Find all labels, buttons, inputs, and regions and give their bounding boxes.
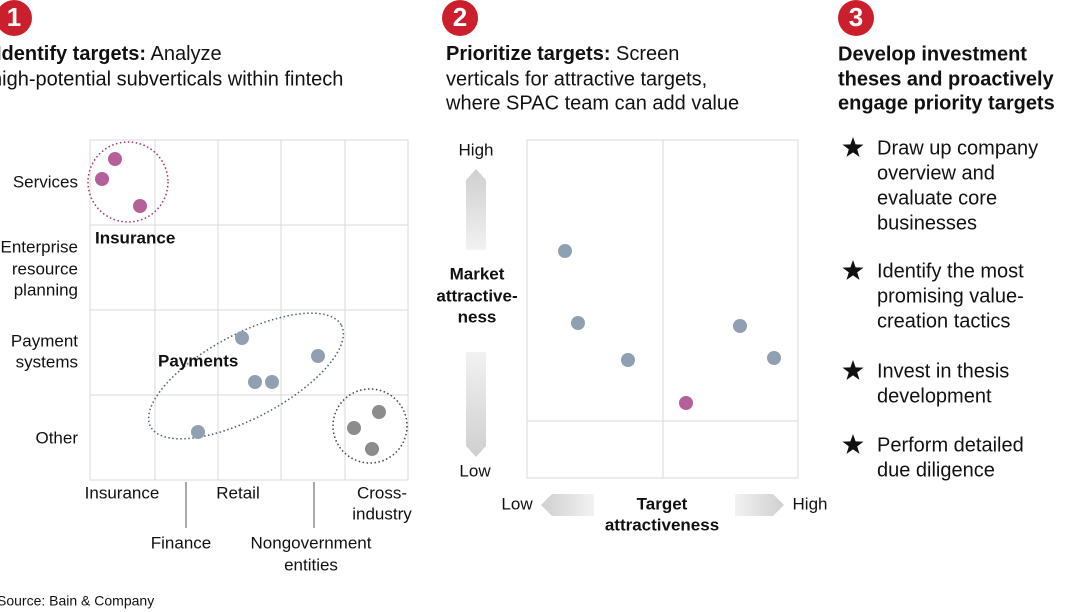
step-description: high-potential subverticals within finte…	[0, 68, 343, 90]
grid-lines	[90, 140, 408, 480]
row-label: Payment	[11, 331, 78, 350]
axis-arrow	[466, 169, 486, 250]
step-badge	[838, 0, 874, 36]
company-dots	[347, 405, 386, 456]
axis-end-label: High	[459, 140, 494, 159]
axis-arrow	[735, 494, 784, 516]
step-description: verticals for attractive targets,	[446, 68, 707, 90]
bullet-text: promising value-	[877, 285, 1024, 307]
column-label: Retail	[216, 483, 259, 502]
step-title: Identify targets:	[0, 43, 146, 65]
bullet-text: creation tactics	[877, 310, 1010, 332]
bullet-text: Identify the most	[877, 260, 1024, 282]
axis-label: Market	[450, 264, 505, 283]
cluster-label: Payments	[158, 351, 238, 370]
column-label: Cross-	[357, 483, 407, 502]
column-label: entities	[284, 555, 338, 574]
axis-label: Target	[637, 494, 688, 513]
axis-end-label: High	[793, 494, 828, 513]
bullet-text: evaluate core	[877, 187, 997, 209]
bullet-text: Perform detailed	[877, 434, 1024, 456]
target-dots	[558, 244, 781, 367]
row-label: Other	[35, 428, 78, 447]
company-dots	[95, 152, 147, 213]
step-title: engage priority targets	[838, 92, 1055, 114]
axis-end-label: Low	[459, 461, 491, 480]
bullet-text: due diligence	[877, 459, 995, 481]
step-title: theses and proactively	[838, 68, 1055, 90]
row-label: planning	[14, 280, 78, 299]
step-number: 3	[849, 2, 863, 32]
bullet-text: overview and	[877, 162, 995, 184]
axis-end-label: Low	[501, 494, 533, 513]
step-badge	[442, 0, 478, 36]
column-label: Nongovernment	[251, 533, 372, 552]
axis-arrow	[466, 352, 486, 457]
step-title: Prioritize targets:	[446, 43, 610, 65]
step-description: Screen	[616, 43, 679, 65]
cluster-outline	[87, 141, 169, 223]
step-title: Develop investment	[838, 43, 1027, 65]
bullet-star	[842, 137, 864, 157]
bullet-star	[842, 434, 864, 454]
cluster-outline	[332, 388, 408, 464]
company-dots	[191, 331, 325, 439]
column-label: Insurance	[85, 483, 160, 502]
bullet-text: development	[877, 385, 992, 407]
bullet-text: businesses	[877, 212, 977, 234]
cluster-outline	[147, 312, 345, 440]
step-heading: Prioritize targets: Screen	[446, 43, 679, 65]
row-label: resource	[12, 259, 78, 278]
row-label: Enterprise	[1, 237, 78, 256]
column-label: industry	[352, 504, 412, 523]
bullet-text: Invest in thesis	[877, 360, 1009, 382]
target-dot	[679, 396, 693, 410]
bullet-star	[842, 260, 864, 280]
step-number: 1	[7, 2, 21, 32]
axis-arrow	[541, 494, 594, 516]
axis-label: attractive-	[436, 286, 517, 305]
step-number: 2	[453, 2, 467, 32]
source: Source: Bain & Company	[0, 593, 154, 609]
step-description: where SPAC team can add value	[445, 92, 739, 114]
cluster-label: Insurance	[95, 228, 175, 247]
bullet-text: Draw up company	[877, 137, 1038, 159]
axis-label: attractiveness	[605, 515, 719, 534]
row-label: Services	[13, 172, 78, 191]
bullet-star	[842, 360, 864, 380]
step-description: Analyze	[150, 43, 221, 65]
column-label: Finance	[151, 533, 211, 552]
step-badge	[0, 0, 32, 36]
row-label: systems	[16, 352, 78, 371]
axis-label: ness	[458, 307, 497, 326]
step-heading: Identify targets: Analyze	[0, 43, 222, 65]
